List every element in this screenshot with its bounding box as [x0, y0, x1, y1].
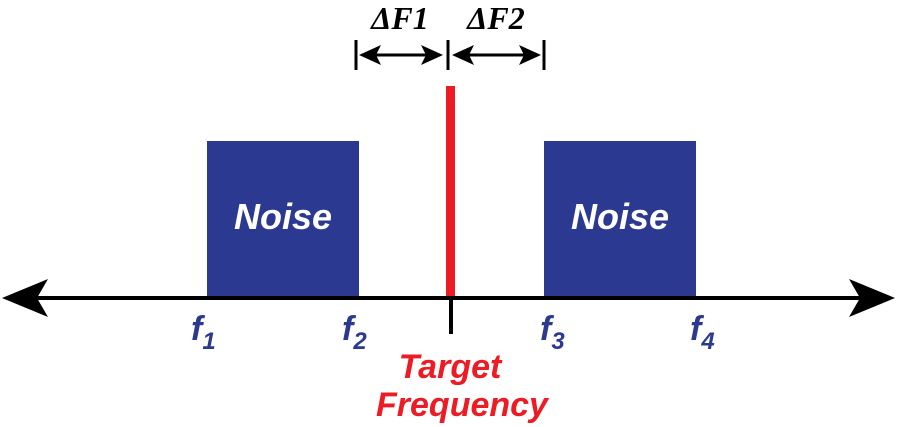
noise-band-left: [207, 141, 359, 297]
target-label-line2: Frequency: [376, 386, 550, 424]
delta-f2-label: ΔF2: [465, 0, 524, 36]
freq-label-f2: f2: [342, 310, 367, 355]
target-label-line1: Target: [399, 348, 503, 386]
delta-f1-dimension: [354, 40, 443, 70]
freq-label-f3: f3: [540, 310, 565, 355]
arrowhead-right-icon: [421, 45, 443, 65]
freq-label-f4: f4: [690, 310, 715, 355]
noise-band-right: [544, 141, 696, 297]
target-frequency-line: [446, 86, 455, 297]
axis-arrow-right-icon: [849, 279, 895, 317]
frequency-axis: [2, 279, 895, 334]
noise-label-left: Noise: [234, 196, 332, 237]
arrowhead-right-icon: [519, 45, 541, 65]
arrowhead-left-icon: [452, 45, 474, 65]
delta-f2-dimension: [452, 40, 546, 70]
noise-label-right: Noise: [571, 196, 669, 237]
axis-arrow-left-icon: [2, 279, 48, 317]
freq-label-f1: f1: [191, 310, 216, 355]
arrowhead-left-icon: [359, 45, 381, 65]
delta-f1-label: ΔF1: [369, 0, 428, 36]
